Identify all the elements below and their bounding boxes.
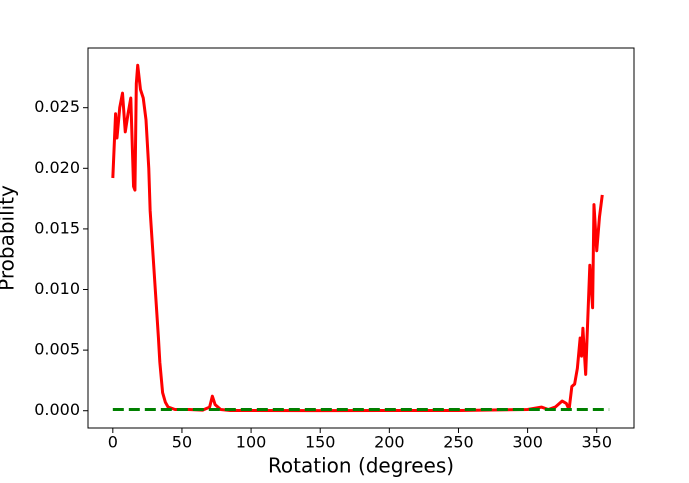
x-tick-label: 200 [374,433,405,452]
y-tick-label: 0.010 [34,279,80,298]
y-tick-label: 0.005 [34,340,80,359]
y-tick-label: 0.020 [34,158,80,177]
x-tick-label: 0 [108,433,118,452]
y-axis-label: Probability [0,185,19,291]
y-tick-label: 0.000 [34,400,80,419]
x-tick-label: 150 [305,433,336,452]
y-tick-label: 0.025 [34,97,80,116]
y-tick-label: 0.015 [34,218,80,237]
x-tick-label: 350 [581,433,612,452]
x-tick-label: 50 [172,433,192,452]
plot-frame [87,47,635,429]
x-tick-label: 300 [512,433,543,452]
x-axis-label: Rotation (degrees) [268,454,454,478]
data-line [111,63,604,413]
x-tick-label: 100 [236,433,267,452]
x-tick-label: 250 [443,433,474,452]
